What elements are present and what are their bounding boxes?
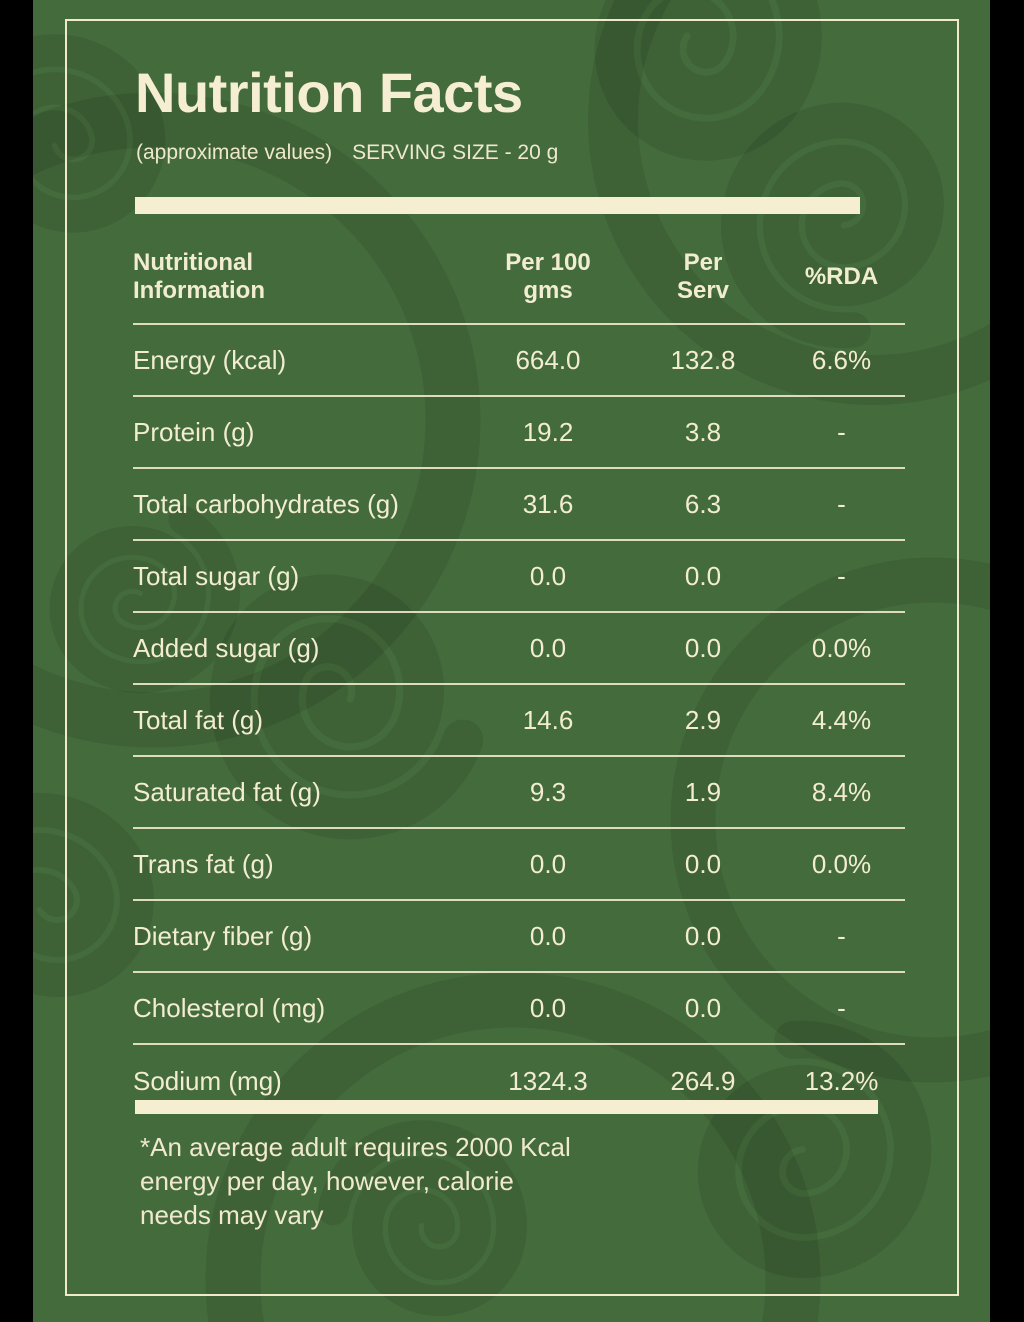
row-label: Trans fat (g) bbox=[133, 848, 274, 879]
approximate-values-note: (approximate values) bbox=[136, 141, 333, 164]
row-label: Sodium (mg) bbox=[133, 1065, 282, 1096]
row-rda-value: 6.6% bbox=[811, 344, 872, 375]
serving-size-text: SERVING SIZE - 20 g bbox=[352, 141, 559, 164]
row-per100-value: 14.6 bbox=[522, 704, 574, 735]
subtitle: (approximate values) SERVING SIZE - 20 g bbox=[136, 141, 558, 165]
header-nutritional-information: Nutritional Information bbox=[133, 248, 265, 304]
table-header-row: Nutritional Information Per 100 gms Per … bbox=[133, 230, 905, 325]
row-rda-value: - bbox=[837, 488, 846, 519]
row-perserv-value: 0.0 bbox=[684, 632, 722, 663]
table-row-total-carbohydrates: Total carbohydrates (g) 31.6 6.3 - bbox=[133, 469, 905, 541]
footnote-text: *An average adult requires 2000 Kcal ene… bbox=[140, 1132, 571, 1230]
row-rda-value: - bbox=[837, 416, 846, 447]
row-label: Total fat (g) bbox=[133, 704, 264, 735]
row-rda-value: 8.4% bbox=[811, 776, 872, 807]
table-row-cholesterol: Cholesterol (mg) 0.0 0.0 - bbox=[133, 973, 905, 1045]
row-perserv-value: 0.0 bbox=[684, 560, 722, 591]
row-per100-value: 9.3 bbox=[529, 776, 567, 807]
row-rda-value: 0.0% bbox=[811, 632, 872, 663]
row-perserv-value: 0.0 bbox=[684, 920, 722, 951]
row-per100-value: 0.0 bbox=[529, 992, 567, 1023]
nutrition-table: Nutritional Information Per 100 gms Per … bbox=[133, 230, 905, 1117]
row-perserv-value: 264.9 bbox=[670, 1065, 736, 1096]
table-row-protein: Protein (g) 19.2 3.8 - bbox=[133, 397, 905, 469]
row-label: Protein (g) bbox=[133, 416, 255, 447]
table-row-added-sugar: Added sugar (g) 0.0 0.0 0.0% bbox=[133, 613, 905, 685]
row-label: Total carbohydrates (g) bbox=[133, 488, 399, 519]
table-row-dietary-fiber: Dietary fiber (g) 0.0 0.0 - bbox=[133, 901, 905, 973]
row-rda-value: - bbox=[837, 560, 846, 591]
row-per100-value: 19.2 bbox=[522, 416, 574, 447]
row-per100-value: 1324.3 bbox=[508, 1065, 588, 1096]
page-title: Nutrition Facts bbox=[135, 61, 523, 124]
row-perserv-value: 0.0 bbox=[684, 848, 722, 879]
row-label: Energy (kcal) bbox=[133, 344, 287, 375]
row-label: Added sugar (g) bbox=[133, 632, 320, 663]
row-perserv-value: 3.8 bbox=[684, 416, 722, 447]
row-label: Dietary fiber (g) bbox=[133, 920, 313, 951]
label-background: Nutrition Facts (approximate values) SER… bbox=[33, 0, 990, 1322]
swirl-pattern-decoration bbox=[33, 0, 990, 1322]
row-rda-value: - bbox=[837, 920, 846, 951]
row-perserv-value: 1.9 bbox=[684, 776, 722, 807]
table-row-total-sugar: Total sugar (g) 0.0 0.0 - bbox=[133, 541, 905, 613]
top-separator-bar bbox=[135, 197, 860, 214]
row-perserv-value: 6.3 bbox=[684, 488, 722, 519]
header-per-100-gms: Per 100 gms bbox=[505, 248, 591, 304]
row-rda-value: 4.4% bbox=[811, 704, 872, 735]
row-per100-value: 664.0 bbox=[515, 344, 581, 375]
header-per-serv: Per Serv bbox=[676, 248, 730, 304]
table-row-sodium: Sodium (mg) 1324.3 264.9 13.2% bbox=[133, 1045, 905, 1117]
row-per100-value: 0.0 bbox=[529, 920, 567, 951]
row-label: Saturated fat (g) bbox=[133, 776, 321, 807]
table-row-saturated-fat: Saturated fat (g) 9.3 1.9 8.4% bbox=[133, 757, 905, 829]
bottom-separator-bar bbox=[135, 1100, 878, 1114]
table-row-trans-fat: Trans fat (g) 0.0 0.0 0.0% bbox=[133, 829, 905, 901]
row-label: Total sugar (g) bbox=[133, 560, 300, 591]
row-perserv-value: 132.8 bbox=[670, 344, 736, 375]
table-row-energy: Energy (kcal) 664.0 132.8 6.6% bbox=[133, 325, 905, 397]
row-perserv-value: 0.0 bbox=[684, 992, 722, 1023]
header-percent-rda: %RDA bbox=[804, 262, 879, 290]
row-rda-value: - bbox=[837, 992, 846, 1023]
row-per100-value: 0.0 bbox=[529, 848, 567, 879]
row-rda-value: 0.0% bbox=[811, 848, 872, 879]
row-per100-value: 0.0 bbox=[529, 632, 567, 663]
row-label: Cholesterol (mg) bbox=[133, 992, 326, 1023]
row-perserv-value: 2.9 bbox=[684, 704, 722, 735]
row-per100-value: 31.6 bbox=[522, 488, 574, 519]
row-rda-value: 13.2% bbox=[804, 1065, 879, 1096]
row-per100-value: 0.0 bbox=[529, 560, 567, 591]
table-row-total-fat: Total fat (g) 14.6 2.9 4.4% bbox=[133, 685, 905, 757]
